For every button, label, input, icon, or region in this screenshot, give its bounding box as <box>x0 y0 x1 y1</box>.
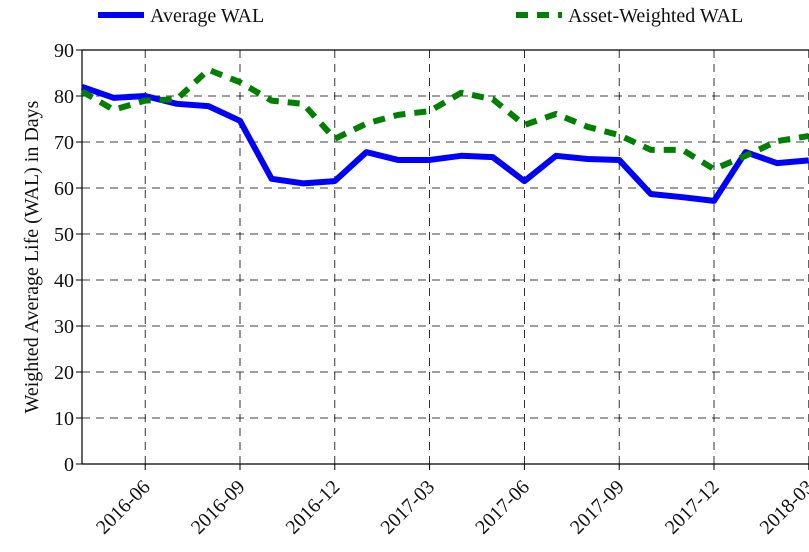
y-tick-label: 30 <box>54 316 74 338</box>
x-tick-label: 2017-03 <box>376 476 439 539</box>
y-tick-label: 70 <box>54 132 74 154</box>
x-tick-label: 2017-12 <box>661 476 724 539</box>
y-tick-label: 80 <box>54 86 74 108</box>
y-axis-label: Weighted Average Life (WAL) in Days <box>21 100 43 413</box>
x-tick-label: 2016-12 <box>282 476 345 539</box>
x-tick-label: 2016-09 <box>187 476 250 539</box>
x-tick-label: 2018-03 <box>756 476 809 539</box>
y-tick-label: 40 <box>54 270 74 292</box>
legend-label: Asset-Weighted WAL <box>568 5 743 27</box>
y-tick-label: 50 <box>54 224 74 246</box>
y-tick-label: 60 <box>54 178 74 200</box>
legend-label: Average WAL <box>150 5 264 27</box>
line-series <box>80 66 809 173</box>
x-tick-label: 2017-09 <box>566 476 629 539</box>
y-tick-label: 90 <box>54 40 74 62</box>
line-series <box>81 83 809 204</box>
x-tick-label: 2016-06 <box>92 476 155 539</box>
x-tick-label: 2017-06 <box>471 476 534 539</box>
y-tick-label: 10 <box>54 408 74 430</box>
y-tick-label: 0 <box>64 454 74 476</box>
y-tick-label: 20 <box>54 362 74 384</box>
